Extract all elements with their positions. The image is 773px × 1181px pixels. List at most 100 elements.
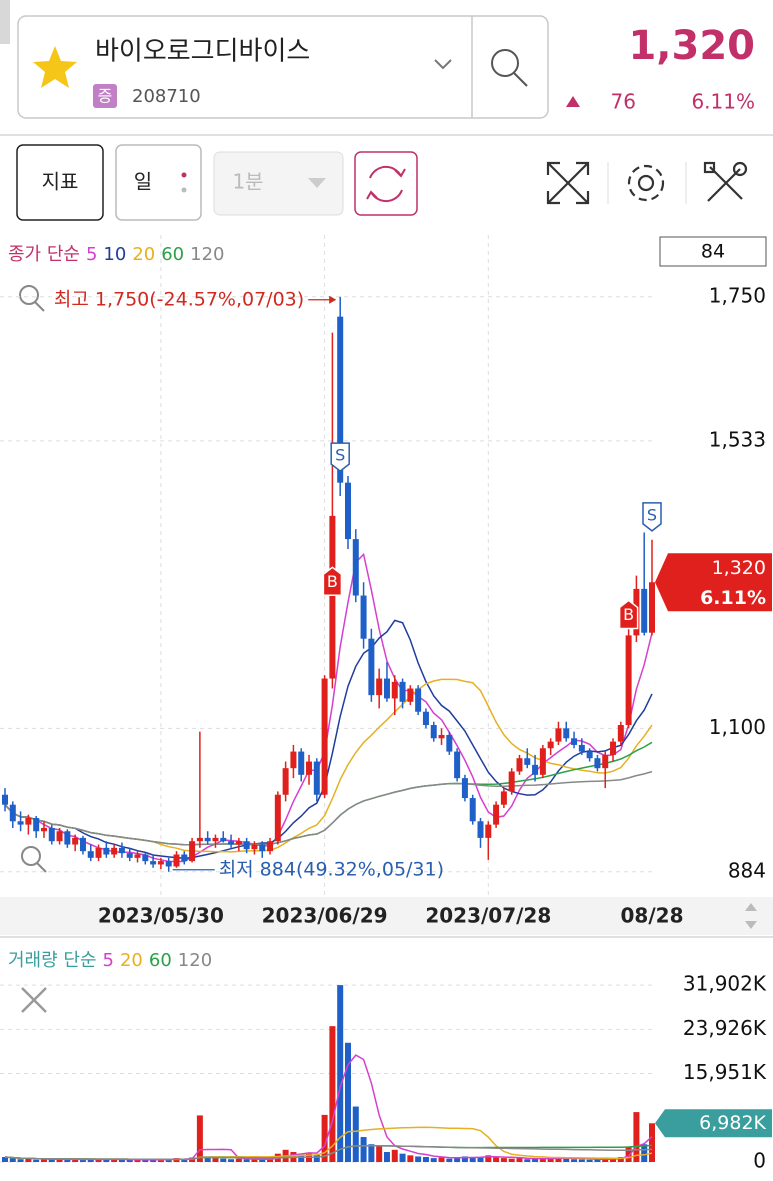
fullscreen-icon[interactable] [546, 161, 590, 205]
volume-tag-label: 6,982K [699, 1112, 766, 1134]
candle-body [407, 688, 414, 702]
candle-body [64, 831, 71, 845]
scroll-down[interactable] [745, 921, 757, 929]
price-tag [655, 553, 772, 612]
candle-body [40, 827, 47, 832]
legend-period: 120 [190, 244, 224, 265]
candle-body [267, 841, 274, 852]
price-change: 76 [611, 90, 636, 114]
candle-body [329, 515, 336, 679]
candle-body [360, 595, 367, 639]
legend: 거래량 단순 5 20 60 120 [8, 950, 212, 971]
volume-bar [25, 1158, 32, 1162]
volume-bar [181, 1159, 188, 1162]
volume-bar [500, 1158, 507, 1162]
volume-bar [422, 1157, 429, 1162]
candle-body [617, 725, 624, 742]
legend-period: 60 [149, 950, 172, 971]
current-price: 1,320 [628, 23, 755, 69]
refresh-icon [366, 165, 406, 203]
candle-body [33, 817, 40, 832]
volume-bar [298, 1155, 305, 1162]
search-icon[interactable] [491, 49, 528, 87]
candle-body [196, 837, 203, 842]
volume-bar [461, 1156, 468, 1162]
signal-marker: S [642, 502, 662, 532]
volume-bar [95, 1159, 102, 1162]
dropdown-chevron[interactable] [434, 59, 452, 70]
legend-period: 10 [103, 244, 126, 265]
dot [181, 187, 187, 193]
indicator-button[interactable] [16, 144, 104, 221]
y-tick-label: 31,902K [683, 972, 767, 996]
legend-period: 5 [86, 244, 97, 265]
legend-period: 60 [161, 244, 184, 265]
volume-bar [407, 1155, 414, 1162]
candle-body [547, 741, 554, 749]
volume-bar [610, 1158, 617, 1162]
candle-body [415, 688, 422, 712]
candle-body [446, 734, 453, 752]
candle-body [103, 847, 110, 855]
legend-period: 20 [120, 950, 143, 971]
candle-body [368, 638, 375, 696]
search-box[interactable] [17, 15, 549, 119]
scroll-up[interactable] [745, 903, 757, 911]
volume-bar [508, 1158, 515, 1162]
candle-body [422, 711, 429, 726]
candle-body [142, 854, 149, 862]
candle-body [118, 847, 125, 854]
volume-bar [602, 1158, 609, 1162]
period-button[interactable] [115, 144, 202, 221]
candle-body [243, 841, 250, 850]
volume-bar [56, 1158, 63, 1162]
candle-body [212, 837, 219, 842]
candle-body [594, 758, 601, 769]
volume-bar [352, 1106, 359, 1162]
x-tick-label: 2023/05/30 [98, 904, 224, 928]
close-volume-icon[interactable] [21, 987, 47, 1013]
favorite-star[interactable] [33, 46, 77, 88]
candle-body [602, 754, 609, 769]
volume-bar [9, 1158, 16, 1162]
volume-bar [329, 1026, 336, 1162]
candle-body [17, 821, 24, 825]
candle-body [306, 761, 313, 775]
candle-body [274, 794, 281, 842]
settings-icon[interactable] [627, 164, 665, 202]
volume-bar [516, 1158, 523, 1162]
stock-name: 바이오로그디바이스 [95, 37, 310, 67]
volume-bar [571, 1159, 578, 1162]
y-tick-label: 0 [753, 1149, 766, 1173]
price-change-pct: 6.11% [691, 90, 755, 114]
candle-body [189, 841, 196, 862]
candle-body [485, 824, 492, 838]
signal-shape [330, 442, 350, 473]
candle-body [79, 837, 86, 852]
candle-body [204, 837, 211, 842]
tools-icon[interactable] [703, 161, 748, 202]
candle-body [259, 844, 266, 852]
volume-bar [641, 1144, 648, 1162]
volume-bar [493, 1157, 500, 1162]
side-tab[interactable] [0, 0, 10, 44]
candle-body [563, 728, 570, 739]
y-tick-label: 1,533 [709, 427, 766, 451]
y-tick-label: 884 [728, 858, 766, 882]
volume-bar [617, 1157, 624, 1162]
volume-bar [454, 1157, 461, 1162]
volume-bar [430, 1158, 437, 1162]
market-label: 증 [98, 87, 113, 106]
candle-body [524, 758, 531, 765]
volume-tag [655, 1109, 772, 1138]
interval-select[interactable] [213, 151, 344, 216]
zoom-icon[interactable] [19, 285, 45, 312]
up-arrow [566, 96, 580, 107]
candle-body [516, 758, 523, 772]
candle-body [493, 804, 500, 825]
x-tick-label: 2023/06/29 [262, 904, 388, 928]
refresh-button[interactable] [354, 151, 418, 216]
candle-body [477, 821, 484, 838]
zoom-icon[interactable] [21, 846, 47, 873]
